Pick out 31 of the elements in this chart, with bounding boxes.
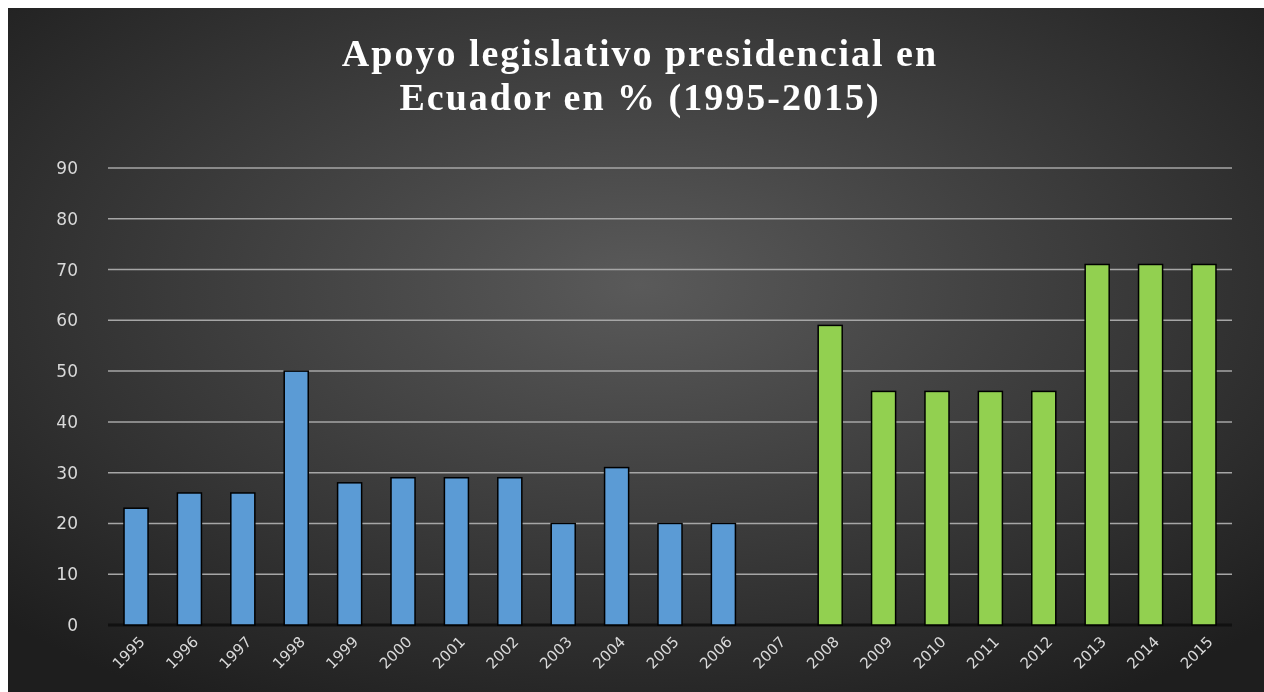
chart-title: Apoyo legislativo presidencial en Ecuador en % (1995-2015) bbox=[341, 32, 939, 119]
bar bbox=[1084, 263, 1110, 626]
y-tick-label: 50 bbox=[56, 361, 78, 382]
y-tick-label: 80 bbox=[56, 208, 78, 229]
bar bbox=[443, 476, 470, 626]
bar bbox=[230, 492, 256, 626]
bar bbox=[710, 522, 737, 626]
bar bbox=[817, 324, 843, 626]
bar bbox=[336, 482, 363, 626]
bar bbox=[977, 390, 1004, 626]
y-tick-label: 70 bbox=[56, 259, 78, 280]
y-tick-label: 40 bbox=[56, 411, 78, 432]
bar bbox=[924, 390, 950, 626]
bar bbox=[497, 476, 523, 626]
y-tick-label: 30 bbox=[56, 462, 78, 483]
y-tick-label: 60 bbox=[56, 310, 78, 331]
bar bbox=[176, 492, 203, 626]
bar bbox=[603, 466, 630, 626]
bar bbox=[550, 522, 576, 626]
bar bbox=[1137, 263, 1164, 626]
bar bbox=[123, 507, 149, 626]
y-tick-label: 90 bbox=[56, 157, 78, 178]
bar bbox=[1191, 263, 1217, 626]
y-tick-label: 20 bbox=[56, 513, 78, 534]
y-tick-label: 10 bbox=[56, 564, 78, 585]
bar bbox=[657, 522, 683, 626]
bar bbox=[870, 390, 897, 626]
bar bbox=[283, 370, 309, 626]
bar bbox=[390, 476, 416, 626]
y-tick-label: 0 bbox=[67, 614, 78, 635]
bar bbox=[1031, 390, 1057, 626]
